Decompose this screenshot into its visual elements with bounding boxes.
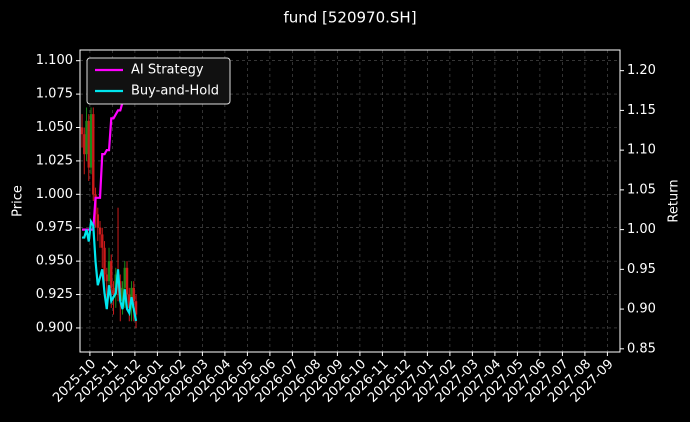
candle-body bbox=[85, 120, 88, 155]
candle-body bbox=[103, 247, 106, 275]
y-tick-label: 0.925 bbox=[36, 287, 73, 302]
candle-body bbox=[107, 261, 111, 282]
candle-body bbox=[125, 267, 129, 295]
y-tick-label: 1.100 bbox=[36, 53, 73, 68]
y2-tick-label: 0.90 bbox=[627, 302, 656, 317]
candle-body bbox=[80, 127, 84, 135]
y2-axis-label: Return bbox=[667, 179, 682, 222]
y-tick-label: 0.975 bbox=[36, 220, 73, 235]
y2-tick-label: 1.15 bbox=[627, 103, 656, 118]
y2-tick-label: 1.10 bbox=[627, 143, 656, 158]
candle-body bbox=[105, 274, 108, 282]
y-tick-label: 1.025 bbox=[36, 153, 73, 168]
y2-tick-label: 0.85 bbox=[627, 341, 656, 356]
legend: AI Strategy Buy-and-Hold bbox=[86, 57, 231, 105]
legend-label: AI Strategy bbox=[131, 63, 204, 78]
candle-body bbox=[87, 120, 90, 168]
candle-body bbox=[134, 301, 138, 315]
candle-body bbox=[132, 287, 135, 302]
line-series bbox=[82, 218, 138, 322]
candle-body bbox=[83, 134, 86, 155]
chart-title: fund [520970.SH] bbox=[283, 9, 416, 27]
candle-body bbox=[98, 227, 102, 235]
y-tick-label: 0.900 bbox=[36, 320, 73, 335]
y2-tick-label: 0.95 bbox=[627, 262, 656, 277]
candle-body bbox=[128, 294, 131, 308]
plot-frame bbox=[79, 49, 621, 353]
candle-body bbox=[123, 267, 126, 288]
candle-body bbox=[112, 287, 115, 295]
candle-body bbox=[121, 287, 124, 302]
y-tick-label: 1.050 bbox=[36, 120, 73, 135]
y-tick-label: 1.000 bbox=[36, 187, 73, 202]
candle-body bbox=[89, 114, 93, 168]
y-axis-label: Price bbox=[11, 185, 26, 217]
y2-tick-label: 1.20 bbox=[627, 63, 656, 78]
y2-tick-label: 1.00 bbox=[627, 222, 656, 237]
candle-body bbox=[101, 234, 104, 248]
candle-body bbox=[92, 114, 95, 195]
candle-body bbox=[110, 261, 113, 288]
y2-tick-label: 1.05 bbox=[627, 182, 656, 197]
y-tick-label: 0.950 bbox=[36, 254, 73, 269]
candle-body bbox=[96, 214, 99, 228]
legend-label: Buy-and-Hold bbox=[131, 84, 219, 99]
y-tick-label: 1.075 bbox=[36, 87, 73, 102]
